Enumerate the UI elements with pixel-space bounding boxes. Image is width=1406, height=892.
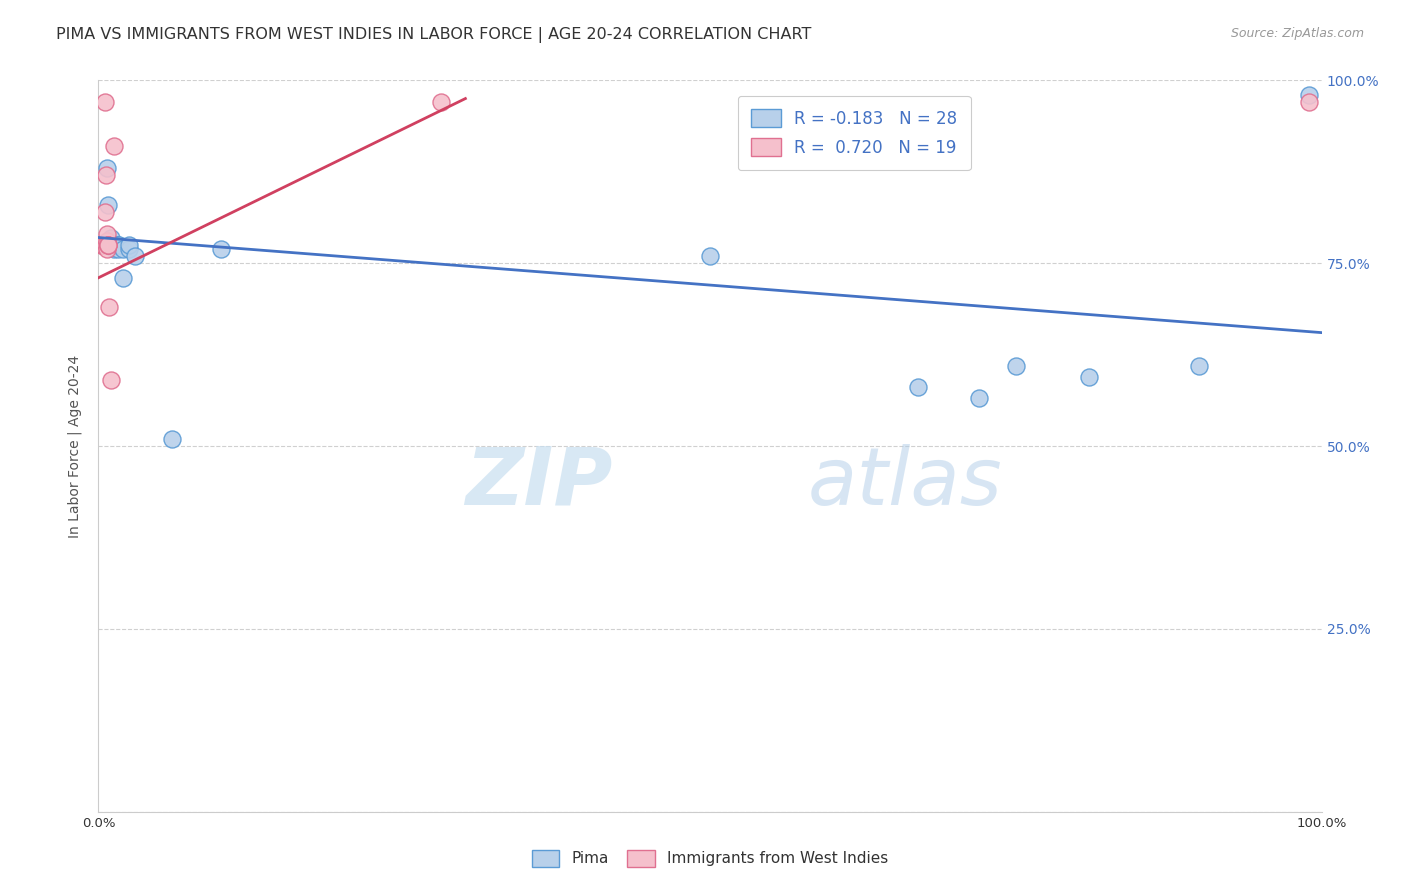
Point bbox=[105, 238, 128, 252]
Point bbox=[98, 300, 121, 314]
Point bbox=[1004, 359, 1026, 373]
Point bbox=[103, 238, 125, 252]
Point bbox=[1188, 359, 1211, 373]
Point bbox=[111, 242, 134, 256]
Text: atlas: atlas bbox=[808, 443, 1002, 522]
Point bbox=[98, 234, 121, 248]
Y-axis label: In Labor Force | Age 20-24: In Labor Force | Age 20-24 bbox=[67, 354, 83, 538]
Point bbox=[105, 238, 128, 252]
Point bbox=[118, 238, 141, 252]
Point bbox=[100, 238, 122, 252]
Point bbox=[103, 139, 125, 153]
Point bbox=[96, 161, 118, 175]
Point bbox=[1298, 87, 1320, 102]
Point bbox=[103, 242, 125, 256]
Point bbox=[967, 392, 990, 406]
Point bbox=[96, 227, 118, 241]
Text: PIMA VS IMMIGRANTS FROM WEST INDIES IN LABOR FORCE | AGE 20-24 CORRELATION CHART: PIMA VS IMMIGRANTS FROM WEST INDIES IN L… bbox=[56, 27, 811, 43]
Point bbox=[94, 169, 117, 183]
Point bbox=[90, 238, 112, 252]
Point bbox=[699, 249, 721, 263]
Point bbox=[91, 238, 114, 252]
Legend: Pima, Immigrants from West Indies: Pima, Immigrants from West Indies bbox=[522, 839, 898, 877]
Point bbox=[160, 432, 183, 446]
Point bbox=[93, 238, 115, 252]
Point bbox=[97, 197, 120, 211]
Point bbox=[111, 270, 134, 285]
Text: Source: ZipAtlas.com: Source: ZipAtlas.com bbox=[1230, 27, 1364, 40]
Point bbox=[907, 380, 929, 394]
Point bbox=[100, 373, 122, 387]
Point bbox=[93, 95, 115, 110]
Point bbox=[96, 234, 118, 248]
Point bbox=[124, 249, 146, 263]
Point bbox=[430, 95, 453, 110]
Point bbox=[96, 242, 118, 256]
Point bbox=[209, 242, 232, 256]
Point bbox=[107, 242, 129, 256]
Point bbox=[91, 238, 114, 252]
Point bbox=[1298, 95, 1320, 110]
Point bbox=[108, 238, 131, 252]
Point bbox=[91, 238, 114, 252]
Point bbox=[93, 205, 115, 219]
Point bbox=[1078, 369, 1101, 384]
Text: ZIP: ZIP bbox=[465, 443, 612, 522]
Point bbox=[100, 230, 122, 244]
Point bbox=[97, 238, 120, 252]
Point bbox=[101, 238, 124, 252]
Point bbox=[107, 238, 129, 252]
Point bbox=[118, 242, 141, 256]
Point bbox=[97, 238, 120, 252]
Point bbox=[97, 238, 120, 252]
Point bbox=[94, 238, 117, 252]
